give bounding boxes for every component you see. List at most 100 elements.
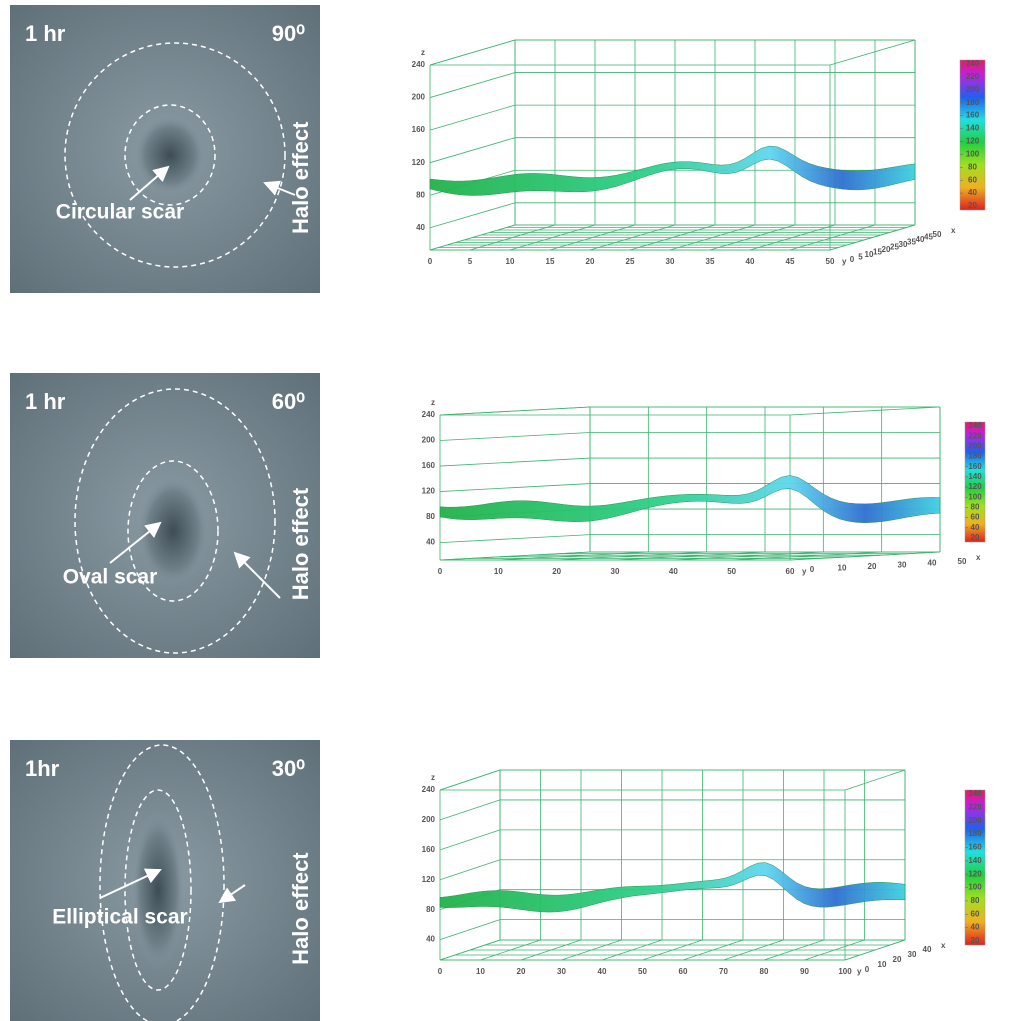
z-axis-label: z <box>421 48 425 57</box>
colorbar-tick-label: 140 <box>968 856 982 865</box>
time-label: 1 hr <box>25 21 66 46</box>
x-tick-label: 5 <box>468 257 473 266</box>
z-tick-label: 120 <box>422 487 436 496</box>
z-tick-label: 80 <box>426 512 435 521</box>
x-tick-label: 20 <box>517 967 526 976</box>
z-axis-label: z <box>431 398 435 407</box>
z-tick-label: 160 <box>422 845 436 854</box>
grid-line <box>440 920 500 940</box>
depth-tick-label: 0 <box>865 965 870 974</box>
colorbar-tick-label: 240 <box>968 789 982 798</box>
colorbar-tick-label: 180 <box>968 452 982 461</box>
grid-line <box>430 105 515 130</box>
colorbar-tick-label: 200 <box>966 85 980 94</box>
grid-line <box>440 860 500 880</box>
scar-shadow <box>132 810 185 970</box>
x-axis-label: y <box>842 257 847 266</box>
colorbar-tick-label: 120 <box>968 869 982 878</box>
surface <box>440 476 940 523</box>
colorbar-tick-label: 160 <box>966 111 980 120</box>
x-tick-label: 40 <box>669 567 678 576</box>
figure: 1 hr 90⁰ Circular scar Halo effect 40 80 120 16… <box>0 0 1020 1021</box>
box-edge <box>830 40 915 65</box>
grid-line <box>430 73 515 98</box>
depth-tick-label: 30 <box>908 950 917 959</box>
colorbar-tick-label: 240 <box>968 421 982 430</box>
colorbar-tick-label: 20 <box>971 936 980 945</box>
depth-tick-label: 20 <box>868 562 877 571</box>
depth-tick-label: 50 <box>958 557 967 566</box>
colorbar-tick-label: 40 <box>971 523 980 532</box>
x-tick-label: 50 <box>727 567 736 576</box>
x-tick-label: 50 <box>826 257 835 266</box>
colorbar-tick-label: 80 <box>968 162 977 171</box>
colorbar-tick-label: 40 <box>968 188 977 197</box>
grid-line <box>430 40 515 65</box>
time-label: 1 hr <box>25 389 66 414</box>
colorbar-tick-label: 140 <box>966 124 980 133</box>
z-tick-label: 40 <box>426 538 435 547</box>
colorbar-tick-label: 120 <box>968 482 982 491</box>
colorbar-tick-label: 20 <box>968 201 977 210</box>
colorbar-tick-label: 220 <box>966 72 980 81</box>
colorbar-tick-label: 120 <box>966 137 980 146</box>
photo: 1 hr 90⁰ Circular scar Halo effect <box>10 5 320 293</box>
colorbar-tick-label: 220 <box>968 802 982 811</box>
box-edge <box>790 407 940 415</box>
z-tick-label: 160 <box>412 125 426 134</box>
colorbar-tick-label: 160 <box>968 462 982 471</box>
colorbar-tick-label: 100 <box>968 492 982 501</box>
halo-label: Halo effect <box>288 121 313 234</box>
z-tick-label: 40 <box>426 935 435 944</box>
grid-line <box>430 138 515 163</box>
depth-tick-label: 10 <box>838 564 847 573</box>
colorbar-tick-label: 240 <box>966 59 980 68</box>
x-tick-label: 35 <box>706 257 715 266</box>
depth-tick-label: 40 <box>928 559 937 568</box>
colorbar-tick-label: 200 <box>968 441 982 450</box>
angle-label: 90⁰ <box>272 21 305 46</box>
z-tick-label: 200 <box>422 436 436 445</box>
x-axis-label: y <box>857 967 862 976</box>
x-tick-label: 25 <box>626 257 635 266</box>
depth-tick-label: 30 <box>898 560 907 569</box>
depth-tick-label: 0 <box>850 255 855 264</box>
x-tick-label: 30 <box>666 257 675 266</box>
x-tick-label: 30 <box>611 567 620 576</box>
scar-label: Circular scar <box>56 201 184 224</box>
x-tick-label: 20 <box>552 567 561 576</box>
z-tick-label: 120 <box>412 158 426 167</box>
z-axis-label: z <box>431 773 435 782</box>
z-tick-label: 120 <box>422 875 436 884</box>
colorbar-tick-label: 180 <box>968 829 982 838</box>
x-tick-label: 80 <box>760 967 769 976</box>
x-tick-label: 10 <box>506 257 515 266</box>
page: 1 hr 90⁰ Circular scar Halo effect 40 80 120 16… <box>0 0 1020 1021</box>
x-tick-label: 40 <box>746 257 755 266</box>
z-tick-label: 40 <box>416 223 425 232</box>
x-tick-label: 15 <box>546 257 555 266</box>
z-tick-label: 240 <box>422 785 436 794</box>
surface <box>440 863 905 913</box>
colorbar-tick-label: 160 <box>968 843 982 852</box>
scar-label: Elliptical scar <box>52 906 187 929</box>
angle-label: 30⁰ <box>272 756 305 781</box>
grid-line <box>440 458 590 466</box>
depth-axis-label: x <box>941 941 946 950</box>
z-tick-label: 240 <box>422 410 436 419</box>
grid-line <box>440 433 590 441</box>
z-tick-label: 200 <box>412 93 426 102</box>
z-tick-label: 200 <box>422 815 436 824</box>
depth-tick-label: 50 <box>933 230 942 239</box>
x-tick-label: 0 <box>428 257 433 266</box>
colorbar-tick-label: 40 <box>971 923 980 932</box>
x-tick-label: 60 <box>679 967 688 976</box>
depth-axis-label: x <box>976 553 981 562</box>
x-tick-label: 100 <box>838 967 852 976</box>
x-tick-label: 60 <box>786 567 795 576</box>
colorbar-tick-label: 200 <box>968 816 982 825</box>
x-tick-label: 45 <box>786 257 795 266</box>
time-label: 1hr <box>25 756 60 781</box>
depth-tick-label: 0 <box>810 565 815 574</box>
